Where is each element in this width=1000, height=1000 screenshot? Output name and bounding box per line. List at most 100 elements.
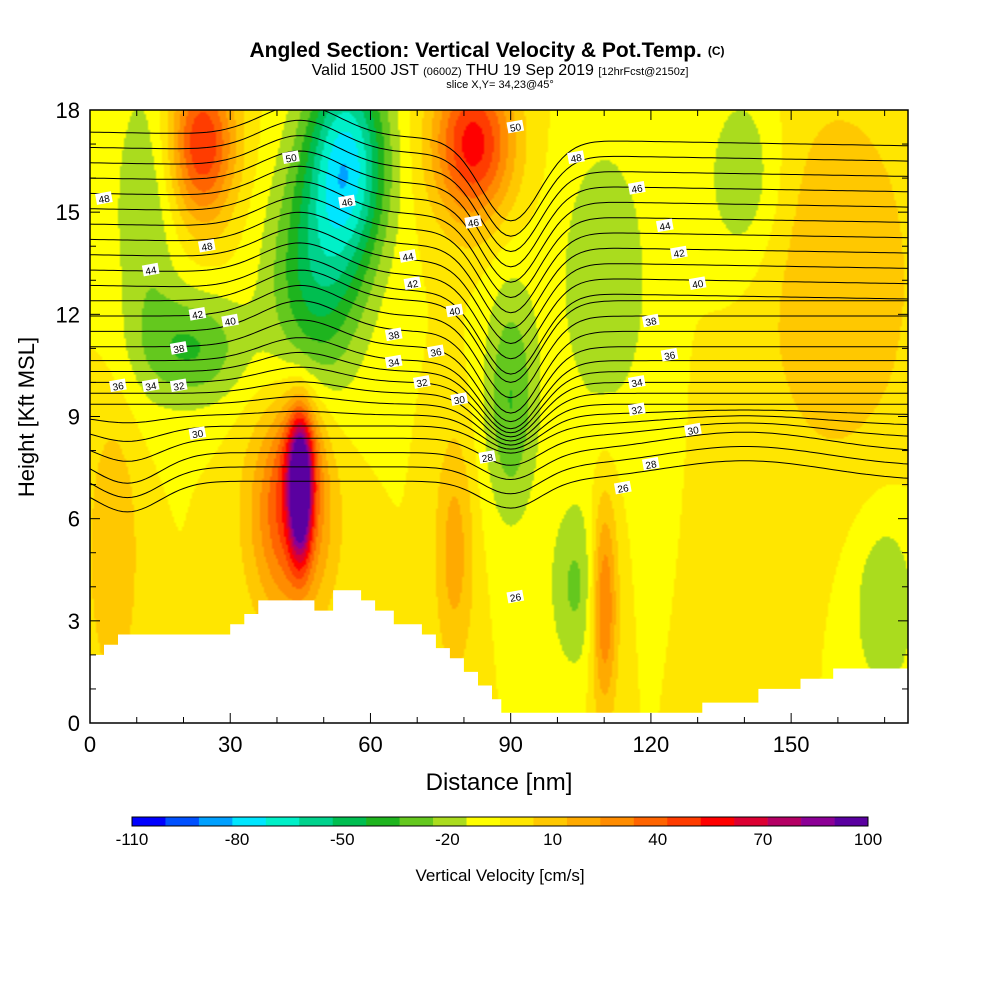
contour-label-text: 26	[617, 483, 630, 496]
x-tick-label: 0	[84, 732, 96, 757]
contour-label-text: 42	[406, 279, 419, 292]
y-tick-label: 9	[68, 405, 80, 430]
colorbar-tick-label: -50	[330, 830, 355, 849]
contour-label: 32	[412, 375, 431, 390]
contour-label: 34	[141, 378, 160, 394]
contour-label-text: 28	[481, 452, 494, 465]
isentrope-line	[90, 366, 908, 438]
contour-label: 50	[282, 150, 300, 166]
chart-subtitle: Valid 1500 JST (0600Z) THU 19 Sep 2019 […	[312, 62, 689, 79]
contour-label: 26	[506, 589, 525, 605]
colorbar	[131, 816, 869, 827]
colorbar-label: Vertical Velocity [cm/s]	[415, 866, 584, 885]
contour-label: 38	[384, 327, 403, 343]
contour-label-text: 48	[98, 194, 111, 207]
isentrope-line	[90, 181, 908, 299]
isentrope-line	[90, 460, 908, 513]
contour-label: 32	[627, 402, 646, 418]
colorbar-swatch	[767, 817, 802, 826]
colorbar-swatch	[801, 817, 835, 826]
x-axis-label: Distance [nm]	[426, 769, 573, 796]
colorbar-tick-label: 100	[854, 830, 882, 849]
colorbar-swatch	[734, 817, 768, 826]
terrain	[90, 590, 908, 723]
isentrope-line	[90, 150, 908, 268]
y-tick-label: 12	[56, 302, 80, 327]
colorbar-swatch	[533, 817, 568, 826]
isentrope-line	[90, 431, 908, 484]
isentrope-line	[90, 396, 908, 446]
x-tick-label: 120	[633, 732, 670, 757]
y-tick-labels: 0 3 6 9 12 15 18	[56, 98, 80, 736]
colorbar-swatch	[399, 817, 434, 826]
colorbar-swatch	[633, 817, 668, 826]
contour-label: 48	[95, 191, 113, 207]
contour-label: 30	[450, 392, 469, 408]
slice-label: slice X,Y= 34,23@45°	[446, 79, 554, 91]
contour-label-text: 28	[645, 459, 658, 472]
contour-label: 46	[627, 181, 646, 196]
colorbar-tick-labels: -110 -80 -50 -20 10 40 70 100	[116, 830, 883, 849]
colorbar-tick-label: -80	[225, 830, 250, 849]
contour-label: 50	[506, 119, 525, 135]
isentrope-line	[90, 211, 908, 329]
contour-label: 40	[221, 313, 239, 329]
contour-label: 44	[398, 249, 417, 264]
colorbar-tick-label: 70	[753, 830, 772, 849]
colorbar-swatch	[834, 817, 869, 826]
contour-label: 36	[660, 347, 679, 363]
axis-ticks	[89, 109, 908, 724]
y-tick-label: 0	[68, 711, 80, 736]
isentrope-line	[90, 257, 908, 375]
isentrope-line	[90, 165, 908, 283]
colorbar-swatch	[265, 817, 300, 826]
plot-area: 48 50 50 48 46 46 46 44 48 42 44 44 42 40 42 40 40 38 38 38…	[90, 110, 908, 723]
contour-label-text: 40	[692, 279, 705, 292]
colorbar-swatch	[667, 817, 702, 826]
colorbar-swatch	[500, 817, 534, 826]
y-axis-label: Height [Kft MSL]	[14, 337, 39, 497]
contour-label-text: 30	[453, 395, 466, 408]
contour-label-text: 46	[467, 217, 480, 230]
contour-label-text: 34	[388, 357, 401, 370]
contour-label-text: 48	[201, 241, 214, 254]
contour-label-text: 50	[285, 153, 298, 166]
colorbar-swatch	[332, 817, 367, 826]
contour-label-text: 30	[191, 429, 204, 442]
contour-label: 40	[445, 303, 464, 319]
y-tick-label: 3	[68, 609, 80, 634]
contour-label-text: 38	[173, 343, 186, 356]
colorbar-swatch	[165, 817, 200, 826]
contour-label-text: 46	[341, 197, 354, 210]
contour-label-text: 46	[631, 183, 644, 196]
isentrope-line	[90, 415, 908, 454]
x-tick-labels: 0 30 60 90 120 150	[84, 732, 810, 757]
isentrope-line	[90, 227, 908, 345]
chart-title: Angled Section: Vertical Velocity & Pot.…	[249, 39, 724, 62]
colorbar-swatch	[700, 817, 735, 826]
contour-label: 38	[641, 313, 660, 329]
isentrope-line	[90, 319, 908, 423]
contour-label: 36	[426, 344, 445, 360]
contour-label-text: 38	[645, 316, 658, 329]
colorbar-swatch	[132, 817, 166, 826]
colorbar-swatch	[433, 817, 467, 826]
contour-label-text: 38	[388, 330, 401, 343]
isentrope-line	[90, 381, 908, 442]
contour-label-text: 34	[145, 381, 158, 394]
y-tick-label: 18	[56, 98, 80, 123]
contour-label: 42	[670, 245, 688, 261]
isentrope-line	[90, 269, 908, 383]
isentrope-line	[90, 284, 908, 399]
contour-label: 28	[641, 456, 660, 472]
colorbar-swatch	[232, 817, 267, 826]
contour-label-text: 36	[112, 381, 125, 394]
contour-label-text: 36	[430, 347, 443, 360]
contour-label: 38	[169, 341, 188, 356]
x-tick-label: 60	[358, 732, 382, 757]
colorbar-swatch	[600, 817, 635, 826]
colorbar-tick-label: -110	[116, 830, 149, 849]
contour-label: 34	[627, 375, 646, 390]
contour-label: 34	[384, 354, 403, 370]
contour-label: 40	[688, 276, 707, 292]
